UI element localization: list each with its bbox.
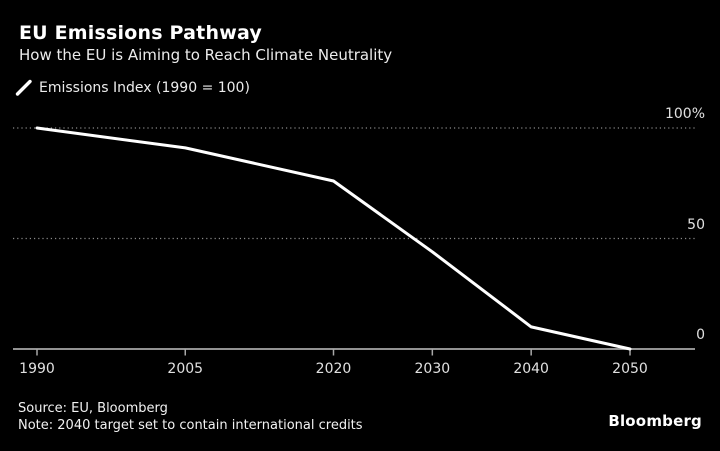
x-axis-label-2020: 2020 bbox=[315, 361, 352, 377]
page-subtitle: How the EU is Aiming to Reach Climate Ne… bbox=[19, 46, 393, 64]
x-axis-label-2030: 2030 bbox=[414, 361, 451, 377]
emissions-line bbox=[35, 126, 632, 351]
note-text: Note: 2040 target set to contain interna… bbox=[18, 418, 363, 433]
source-text: Source: EU, Bloomberg bbox=[18, 401, 168, 416]
y-axis-label-50: 50 bbox=[687, 216, 705, 233]
x-axis-label-2040: 2040 bbox=[513, 361, 549, 377]
y-axis-label-100: 100% bbox=[664, 106, 705, 122]
axis-ticks bbox=[36, 349, 631, 356]
x-axis-label-1990: 1990 bbox=[19, 361, 55, 377]
x-axis-label-2005: 2005 bbox=[167, 361, 204, 377]
y-axis-label-0: 0 bbox=[696, 327, 705, 343]
line-slash-icon bbox=[15, 79, 33, 97]
bloomberg-logo: Bloomberg bbox=[608, 412, 702, 430]
page-title: EU Emissions Pathway bbox=[19, 22, 262, 44]
gridlines bbox=[13, 127, 695, 350]
legend-label: Emissions Index (1990 = 100) bbox=[39, 80, 250, 96]
x-axis-label-2050: 2050 bbox=[612, 361, 648, 377]
legend: Emissions Index (1990 = 100) bbox=[15, 79, 250, 97]
footnotes: Source: EU, Bloomberg Note: 2040 target … bbox=[18, 400, 363, 434]
